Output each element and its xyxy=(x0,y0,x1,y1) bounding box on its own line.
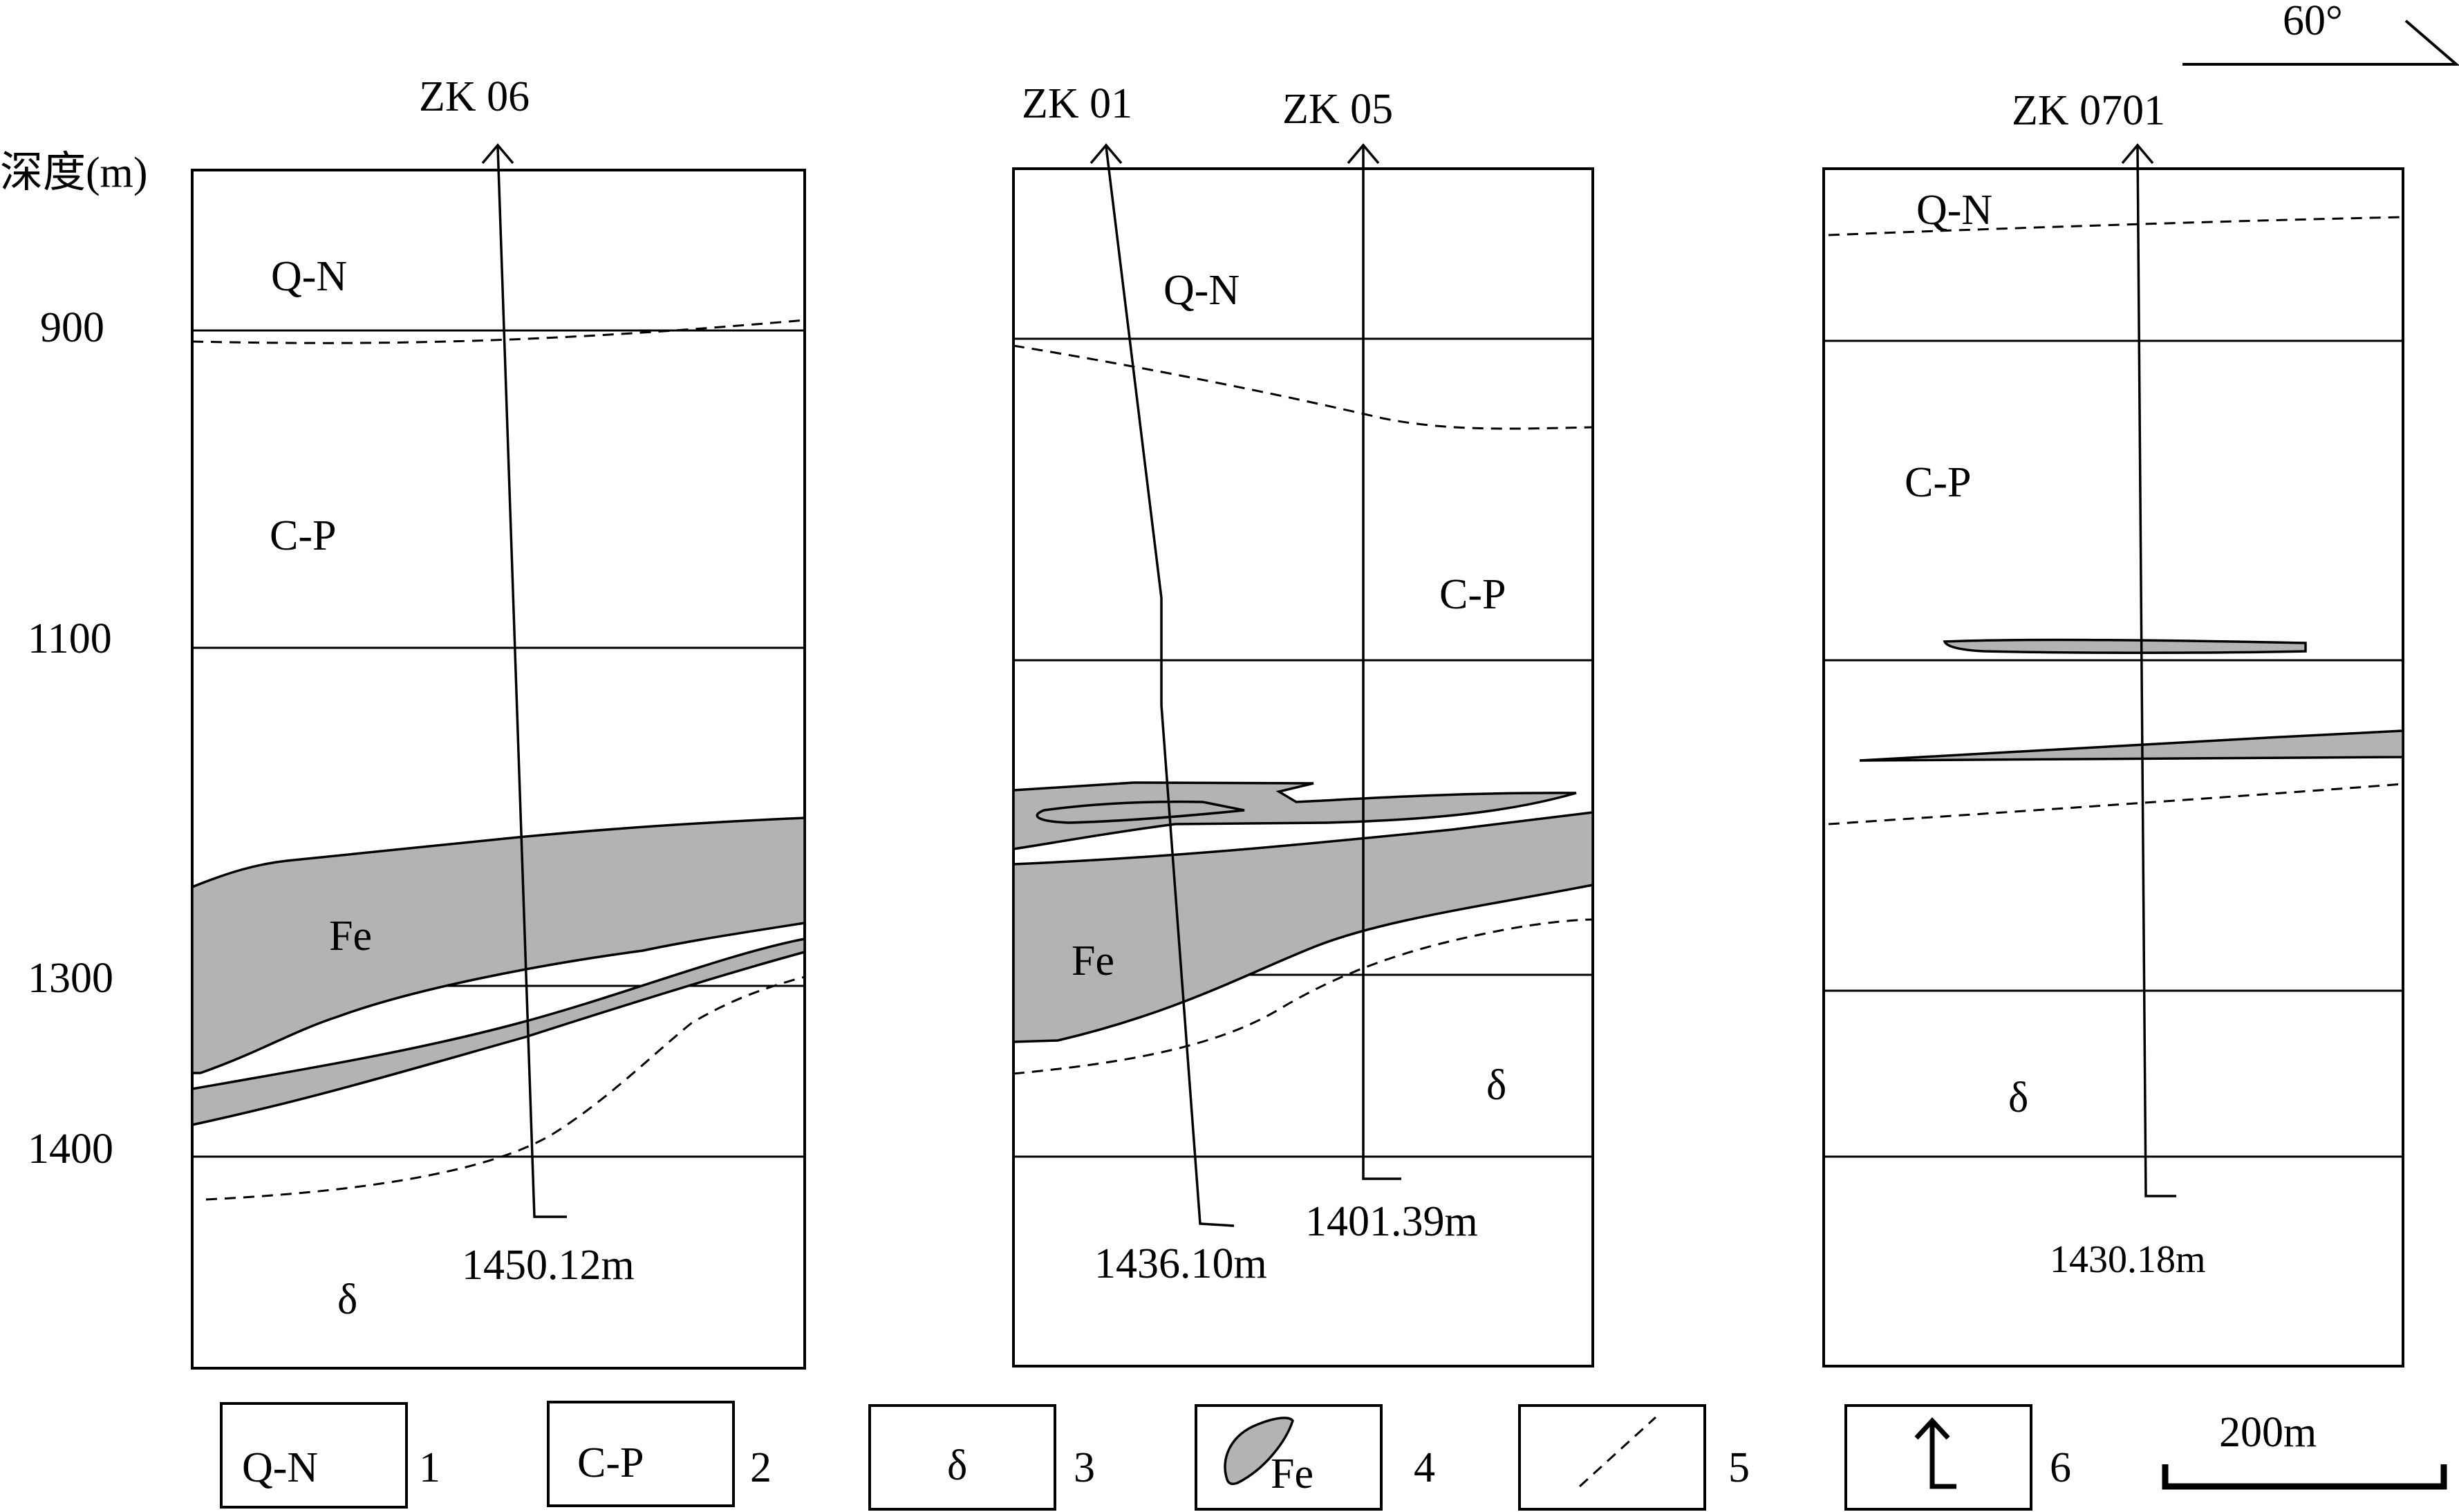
hole-final-depth-zk01: 1436.10m xyxy=(1094,1240,1267,1287)
hole-final-depth-zk05: 1401.39m xyxy=(1305,1198,1478,1245)
unit-label-fe: Fe xyxy=(1072,937,1114,984)
legend-number: 5 xyxy=(1728,1444,1750,1491)
legend-symbol-text: C-P xyxy=(577,1439,644,1486)
hole-name-zk01: ZK 01 xyxy=(1022,80,1132,127)
orientation-label: 60° xyxy=(2283,0,2343,44)
ore-body-main xyxy=(1012,811,1594,1043)
unit-label-cp: C-P xyxy=(270,512,336,559)
hole-collar-arrow-zk01 xyxy=(1090,143,1123,165)
drill-hole-zk01 xyxy=(1105,146,1235,1227)
legend-dashed-boundary xyxy=(1578,1416,1657,1488)
hole-collar-arrow xyxy=(481,143,514,165)
legend-box xyxy=(1518,1404,1706,1511)
drill-hole-zk06 xyxy=(496,146,567,1218)
panel-zk01-zk05: ZK 01 ZK 05 1436.10m 1401.39m Q-N C-P Fe… xyxy=(1012,80,1594,1368)
depth-tick-1100: 1100 xyxy=(28,615,112,662)
legend-item-drill-hole: 6 xyxy=(1844,1404,2071,1511)
unit-label-fe: Fe xyxy=(329,913,372,960)
legend-drill-hole-symbol xyxy=(1914,1417,1950,1440)
unit-label-cp: C-P xyxy=(1905,459,1971,506)
hole-final-depth: 1450.12m xyxy=(462,1242,635,1289)
orientation-mark: 60° xyxy=(2182,0,2459,66)
ore-lens-upper xyxy=(1943,638,2307,654)
legend-symbol-text: Fe xyxy=(1271,1450,1313,1497)
contact-diorite xyxy=(1013,918,1593,1075)
panel-zk0701: ZK 0701 1430.18m Q-N C-P δ xyxy=(1822,87,2404,1368)
legend-box xyxy=(547,1401,735,1507)
contact-qn-cp xyxy=(1828,216,2404,236)
unit-label-qn: Q-N xyxy=(1163,267,1240,314)
hole-name: ZK 06 xyxy=(419,73,530,120)
panel-frame xyxy=(1822,167,2404,1368)
legend-box xyxy=(868,1404,1056,1511)
legend-box xyxy=(1844,1404,2032,1511)
hole-collar-arrow-zk05 xyxy=(1347,143,1380,165)
legend-item-delta: δ 3 xyxy=(868,1404,1095,1511)
legend-number: 1 xyxy=(419,1444,440,1491)
unit-label-delta: δ xyxy=(2008,1074,2028,1121)
scale-bar-label: 200m xyxy=(2219,1409,2317,1456)
legend-number: 4 xyxy=(1414,1444,1435,1491)
depth-tick-1400: 1400 xyxy=(28,1126,113,1173)
legend-box xyxy=(1195,1404,1383,1511)
unit-label-qn: Q-N xyxy=(1916,187,1992,234)
unit-label-cp: C-P xyxy=(1439,571,1506,618)
hole-final-depth: 1430.18m xyxy=(2050,1238,2206,1281)
legend-item-fe: Fe 4 xyxy=(1195,1404,1435,1511)
drill-hole-zk05 xyxy=(1362,147,1401,1180)
ore-body-main xyxy=(191,816,806,1074)
legend: Q-N 1 C-P 2 δ 3 Fe 4 5 6 xyxy=(220,1401,2071,1511)
drill-hole-zk0701 xyxy=(2136,146,2176,1197)
legend-symbol-text: Q-N xyxy=(242,1444,318,1491)
legend-ore-swatch xyxy=(1224,1417,1294,1486)
depth-tick-1300: 1300 xyxy=(28,955,113,1002)
legend-number: 2 xyxy=(750,1444,772,1491)
legend-box xyxy=(220,1402,408,1509)
legend-number: 3 xyxy=(1074,1444,1095,1491)
scale-bar: 200m xyxy=(2162,1409,2447,1490)
unit-label-delta: δ xyxy=(1486,1062,1506,1109)
legend-number: 6 xyxy=(2050,1444,2071,1491)
legend-item-geological-boundary: 5 xyxy=(1518,1404,1750,1511)
legend-symbol-text: δ xyxy=(947,1442,967,1489)
panel-frame xyxy=(1012,167,1594,1368)
contact-diorite xyxy=(1828,783,2404,825)
orientation-arrow xyxy=(2182,19,2459,66)
unit-label-delta: δ xyxy=(337,1276,357,1323)
contact-qn-cp xyxy=(1013,344,1593,430)
ore-lens-lower xyxy=(1859,729,2404,762)
depth-tick-900: 900 xyxy=(40,304,104,351)
depth-axis-label: 深度(m) xyxy=(0,149,148,196)
ore-body-upper-lens xyxy=(1012,781,1577,851)
hole-name-zk05: ZK 05 xyxy=(1282,86,1393,133)
hole-name: ZK 0701 xyxy=(2012,87,2165,134)
legend-item-cp: C-P 2 xyxy=(547,1401,772,1507)
legend-item-qn: Q-N 1 xyxy=(220,1402,440,1509)
contact-diorite xyxy=(205,976,805,1201)
scale-bar-line xyxy=(2162,1464,2447,1490)
panel-frame xyxy=(191,169,806,1370)
unit-label-qn: Q-N xyxy=(271,253,347,300)
depth-axis: 深度(m) 900 1100 1300 1400 xyxy=(0,149,148,1173)
ore-body-lower xyxy=(191,937,806,1127)
contact-qn-cp xyxy=(191,319,805,344)
hole-collar-arrow xyxy=(2121,143,2154,165)
legend-drill-hole-stem xyxy=(1929,1423,1956,1489)
panel-zk06: ZK 06 1450.12m Q-N C-P Fe δ xyxy=(191,73,806,1370)
